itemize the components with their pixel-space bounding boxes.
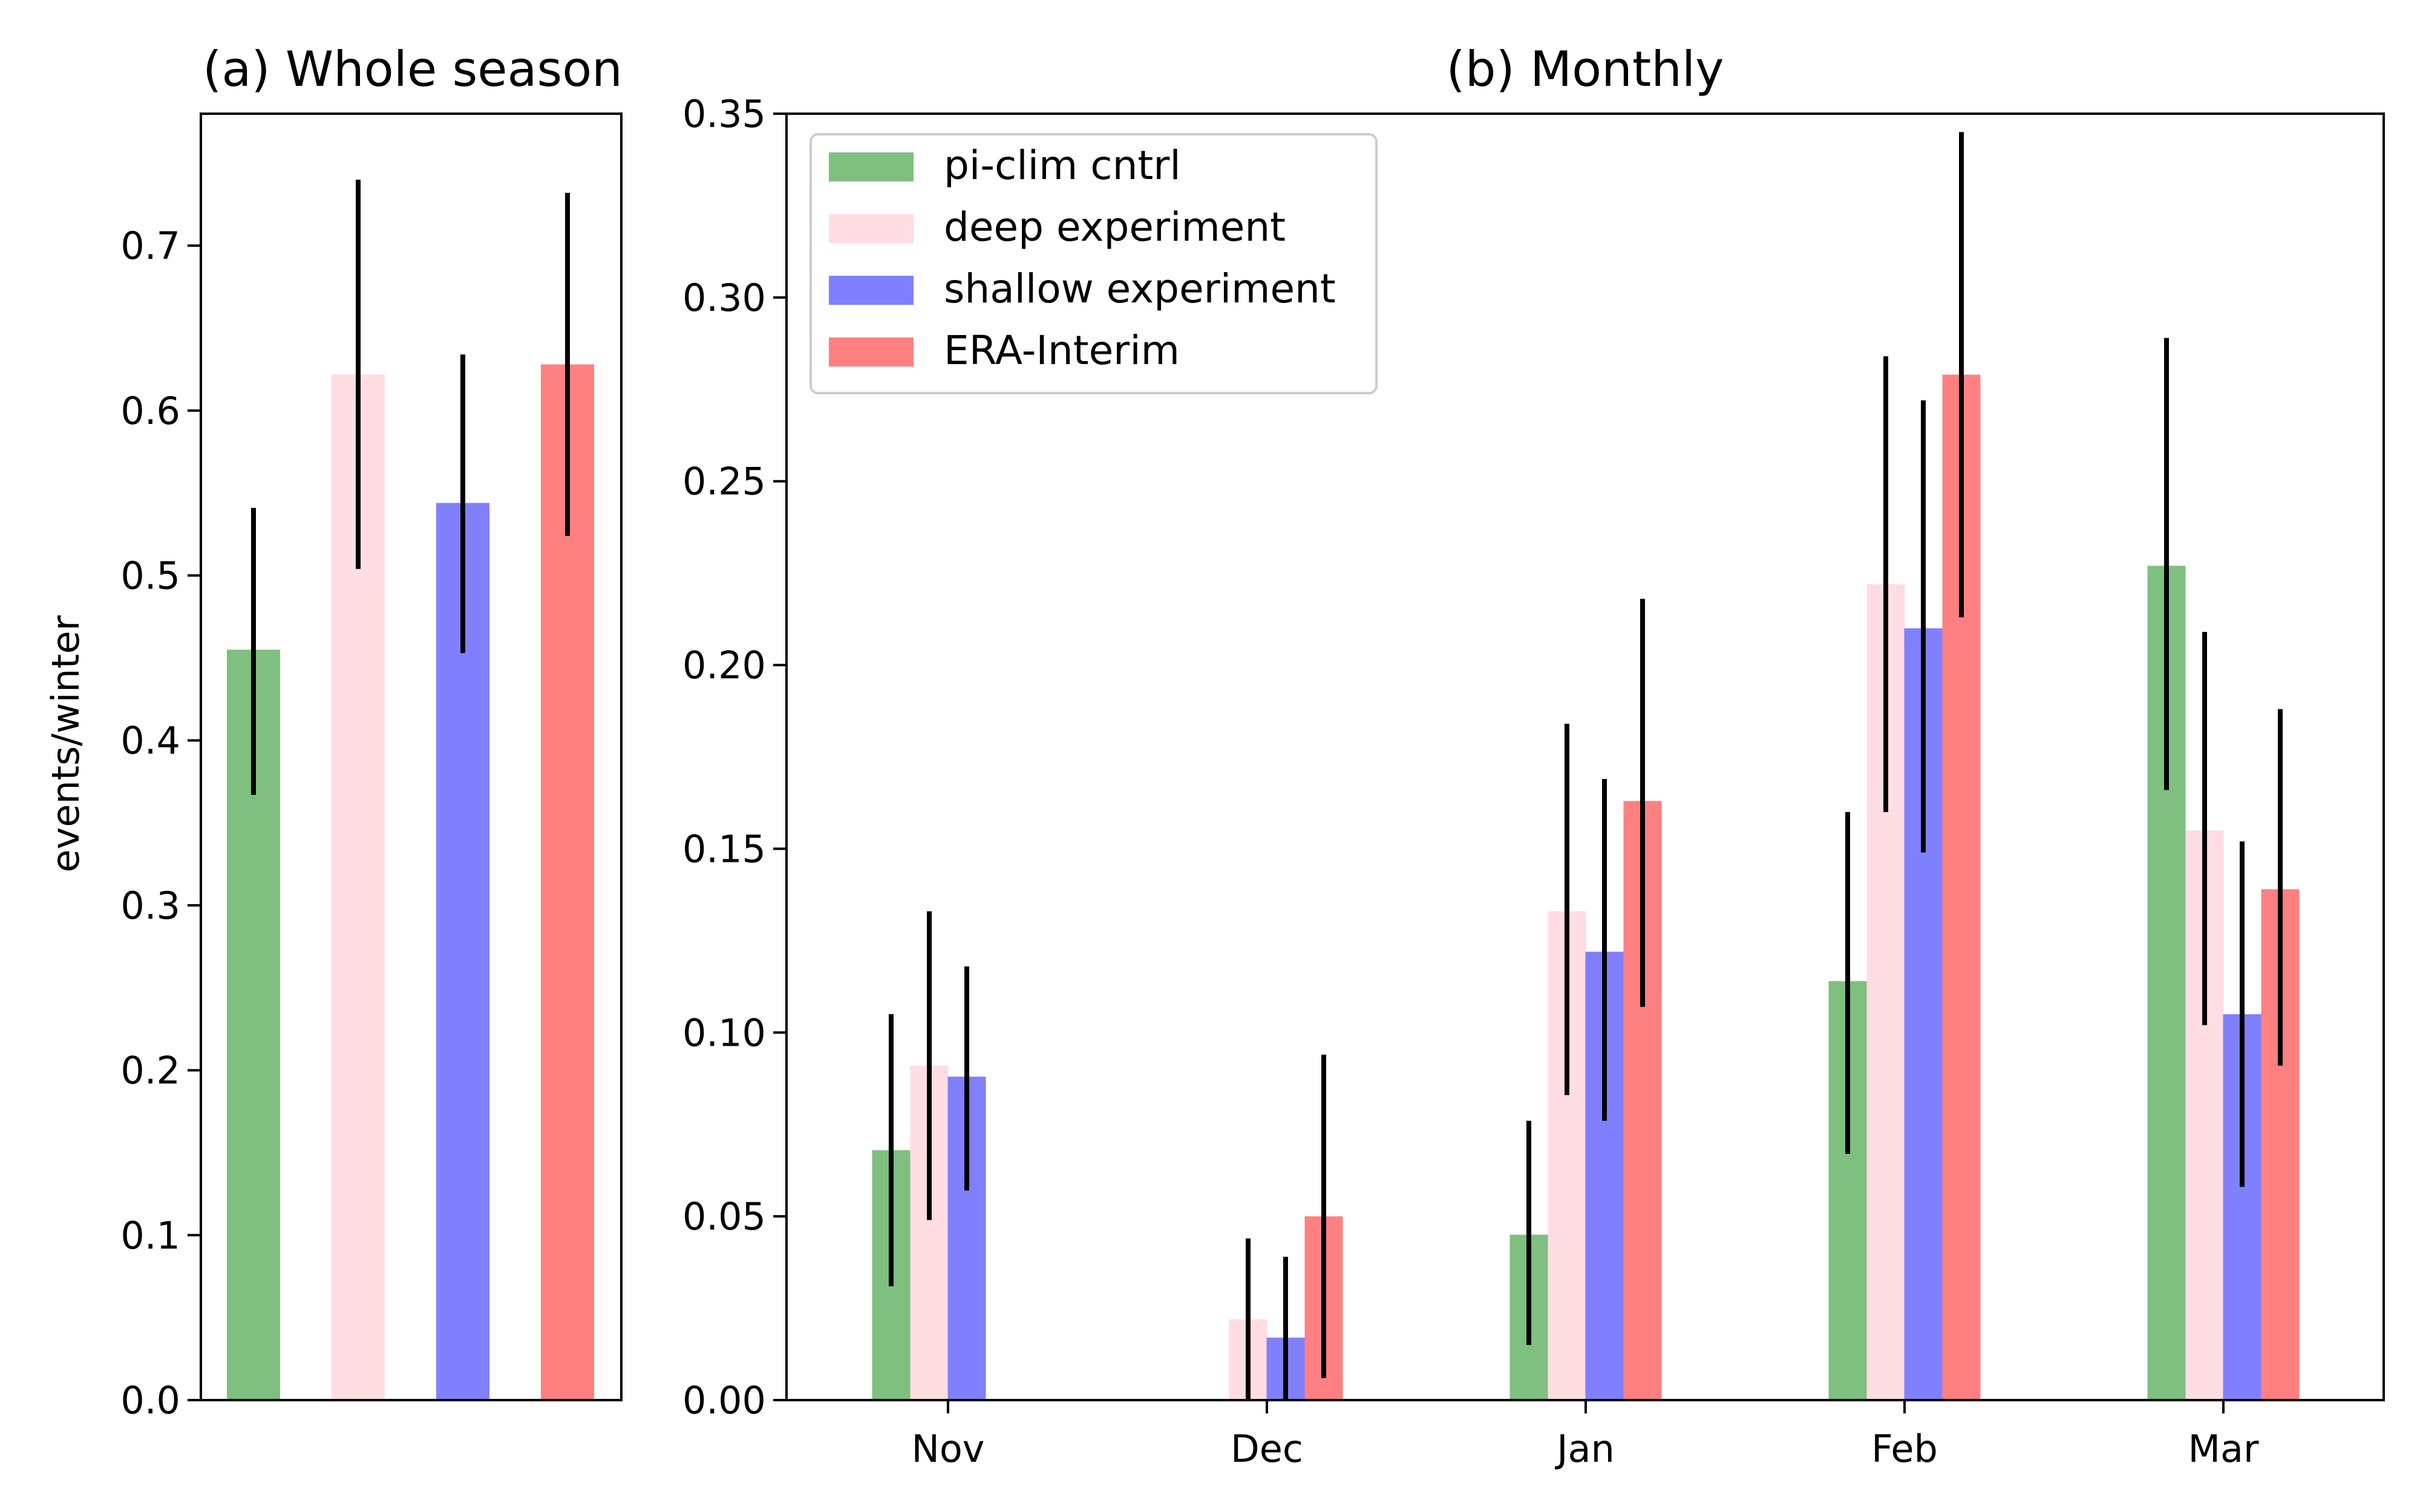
legend-box	[809, 133, 1378, 394]
legend-label-deep-experiment: deep experiment	[944, 204, 1286, 250]
whole-season-bars	[227, 364, 594, 1401]
legend-label-pi-clim-cntrl: pi-clim cntrl	[944, 142, 1181, 189]
monthly-title: (b) Monthly	[1447, 41, 1724, 97]
whole-season-plot-frame	[200, 112, 623, 1401]
whole-season-y-tick-label: 0.3	[120, 884, 180, 928]
monthly-plot-frame	[785, 112, 2385, 1401]
monthly-error-bars	[889, 132, 2283, 1400]
monthly-y-tick-label: 0.25	[682, 460, 766, 504]
monthly-bars	[872, 374, 2300, 1401]
monthly-y-tick-label: 0.20	[682, 644, 766, 688]
monthly-x-tick-label-nov: Nov	[911, 1427, 984, 1471]
monthly-y-tick-label: 0.15	[682, 827, 766, 871]
monthly-y-tick-label: 0.35	[682, 92, 766, 136]
whole-season-title: (a) Whole season	[203, 41, 623, 97]
legend-label-era-interim: ERA-Interim	[944, 327, 1180, 374]
whole-season-y-ticks: 0.0 0.1 0.2 0.3 0.4 0.5 0.6 0.7	[120, 224, 201, 1422]
whole-season-y-tick-label: 0.2	[120, 1049, 180, 1093]
whole-season-y-axis-label: events/winter	[44, 615, 88, 872]
whole-season-y-tick-label: 0.1	[120, 1213, 180, 1257]
monthly-y-tick-label: 0.10	[682, 1011, 766, 1055]
legend-swatch-era-interim	[829, 337, 914, 367]
legend: pi-clim cntrl deep experiment shallow expe…	[809, 133, 1378, 394]
legend-swatch-pi-clim-cntrl	[829, 152, 914, 181]
legend-swatch-deep-experiment	[829, 214, 914, 243]
monthly-x-tick-label-feb: Feb	[1871, 1427, 1938, 1471]
legend-label-shallow-experiment: shallow experiment	[944, 266, 1336, 312]
monthly-x-tick-label-jan: Jan	[1554, 1427, 1615, 1471]
whole-season-panel: (a) Whole season events/winter 0.0 0.1 0.2…	[44, 41, 623, 1422]
monthly-y-tick-label: 0.00	[682, 1378, 766, 1422]
whole-season-y-tick-label: 0.6	[120, 389, 180, 433]
legend-swatch-shallow-experiment	[829, 276, 914, 305]
whole-season-bar-era-interim	[541, 364, 594, 1400]
monthly-y-tick-label: 0.30	[682, 276, 766, 320]
monthly-y-tick-label: 0.05	[682, 1194, 766, 1239]
whole-season-error-bars	[251, 180, 570, 795]
whole-season-y-tick-label: 0.0	[120, 1378, 180, 1422]
monthly-x-ticks: Nov Dec Jan Feb Mar	[911, 1400, 2259, 1471]
monthly-y-ticks: 0.00 0.05 0.10 0.15 0.20 0.25 0.30 0.35	[682, 92, 786, 1422]
monthly-panel: (b) Monthly 0.00 0.05 0.10 0.15 0.20 0.25 0.30…	[682, 41, 2385, 1471]
whole-season-y-tick-label: 0.5	[120, 554, 180, 598]
monthly-x-tick-label-mar: Mar	[2188, 1427, 2259, 1471]
monthly-x-tick-label-dec: Dec	[1231, 1427, 1303, 1471]
whole-season-y-tick-label: 0.4	[120, 719, 180, 763]
whole-season-y-tick-label: 0.7	[120, 224, 180, 268]
